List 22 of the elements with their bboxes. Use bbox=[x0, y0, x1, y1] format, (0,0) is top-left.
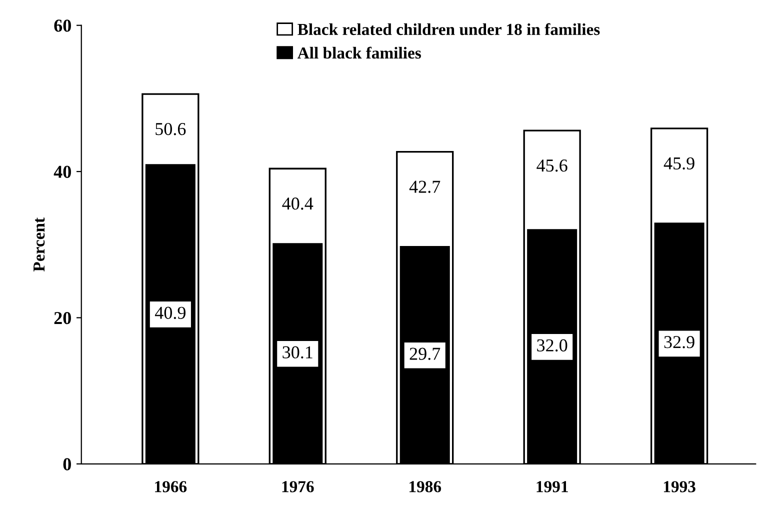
x-tick-label: 1976 bbox=[282, 481, 314, 492]
y-tick-label: 0 bbox=[63, 458, 71, 470]
data-label: 42.7 bbox=[409, 180, 440, 193]
data-label: 29.7 bbox=[410, 348, 440, 360]
data-label: 30.1 bbox=[282, 346, 312, 358]
data-label: 45.9 bbox=[664, 157, 694, 170]
x-tick-label: 1993 bbox=[664, 481, 696, 492]
data-label: 32.9 bbox=[664, 336, 694, 348]
y-tick-label: 20 bbox=[54, 312, 71, 324]
data-label: 40.9 bbox=[154, 306, 186, 320]
x-tick-label: 1991 bbox=[536, 481, 568, 492]
data-label: 32.0 bbox=[537, 339, 568, 352]
data-label: 40.4 bbox=[282, 197, 314, 210]
legend-label: All black families bbox=[297, 46, 421, 59]
y-tick-label: 40 bbox=[54, 166, 71, 178]
y-axis-title: Percent bbox=[34, 218, 45, 272]
legend-label: Black related children under 18 in families bbox=[298, 23, 600, 36]
x-tick-label: 1966 bbox=[155, 481, 187, 492]
y-tick-label: 60 bbox=[54, 20, 71, 32]
data-label: 50.6 bbox=[156, 122, 186, 136]
data-label: 45.6 bbox=[536, 160, 568, 172]
x-tick-label: 1986 bbox=[410, 481, 442, 492]
